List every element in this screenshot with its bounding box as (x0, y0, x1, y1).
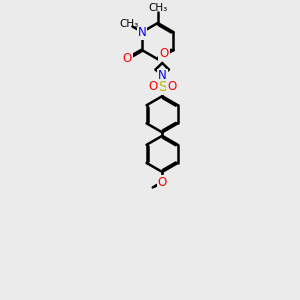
Text: N: N (138, 26, 146, 39)
Text: O: O (159, 47, 169, 60)
Text: N: N (158, 70, 167, 83)
Text: CH₃: CH₃ (119, 19, 138, 29)
Text: O: O (158, 176, 167, 189)
Text: O: O (148, 80, 158, 93)
Text: S: S (158, 80, 167, 94)
Text: O: O (167, 80, 176, 93)
Text: CH₃: CH₃ (148, 2, 167, 13)
Text: O: O (123, 52, 132, 65)
